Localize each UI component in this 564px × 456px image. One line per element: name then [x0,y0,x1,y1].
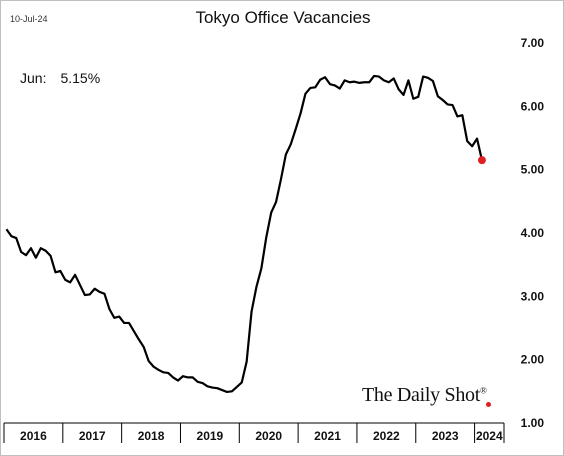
brand-name: The Daily Shot [362,384,481,406]
y-tick-label: 6.00 [521,99,545,113]
y-tick-label: 1.00 [521,416,545,430]
x-tick-label: 2018 [138,429,165,443]
y-tick-label: 7.00 [521,36,545,50]
last-point-marker [477,156,486,165]
latest-label: Jun: [20,70,47,86]
y-tick-label: 5.00 [521,163,545,177]
chart-title: Tokyo Office Vacancies [195,8,371,27]
x-tick-label: 2021 [314,429,341,443]
date-stamp: 10-Jul-24 [10,14,48,24]
x-tick-label: 2023 [432,429,459,443]
x-tick-label: 2022 [373,429,400,443]
y-tick-label: 4.00 [521,226,545,240]
x-tick-label: 2016 [20,429,47,443]
x-tick-label: 2020 [255,429,282,443]
y-tick-label: 3.00 [521,289,545,303]
latest-value-annotation: Jun: 5.15% [20,70,100,86]
y-tick-label: 2.00 [521,353,545,367]
latest-value: 5.15% [60,70,101,86]
brand-logo: The Daily Shot® [362,384,487,407]
series-line [5,74,484,394]
x-tick-label: 2024 [476,429,503,443]
x-tick-label: 2017 [79,429,106,443]
x-tick-label: 2019 [197,429,224,443]
brand-registered-mark: ® [480,385,487,396]
brand-dot-icon [486,402,491,407]
